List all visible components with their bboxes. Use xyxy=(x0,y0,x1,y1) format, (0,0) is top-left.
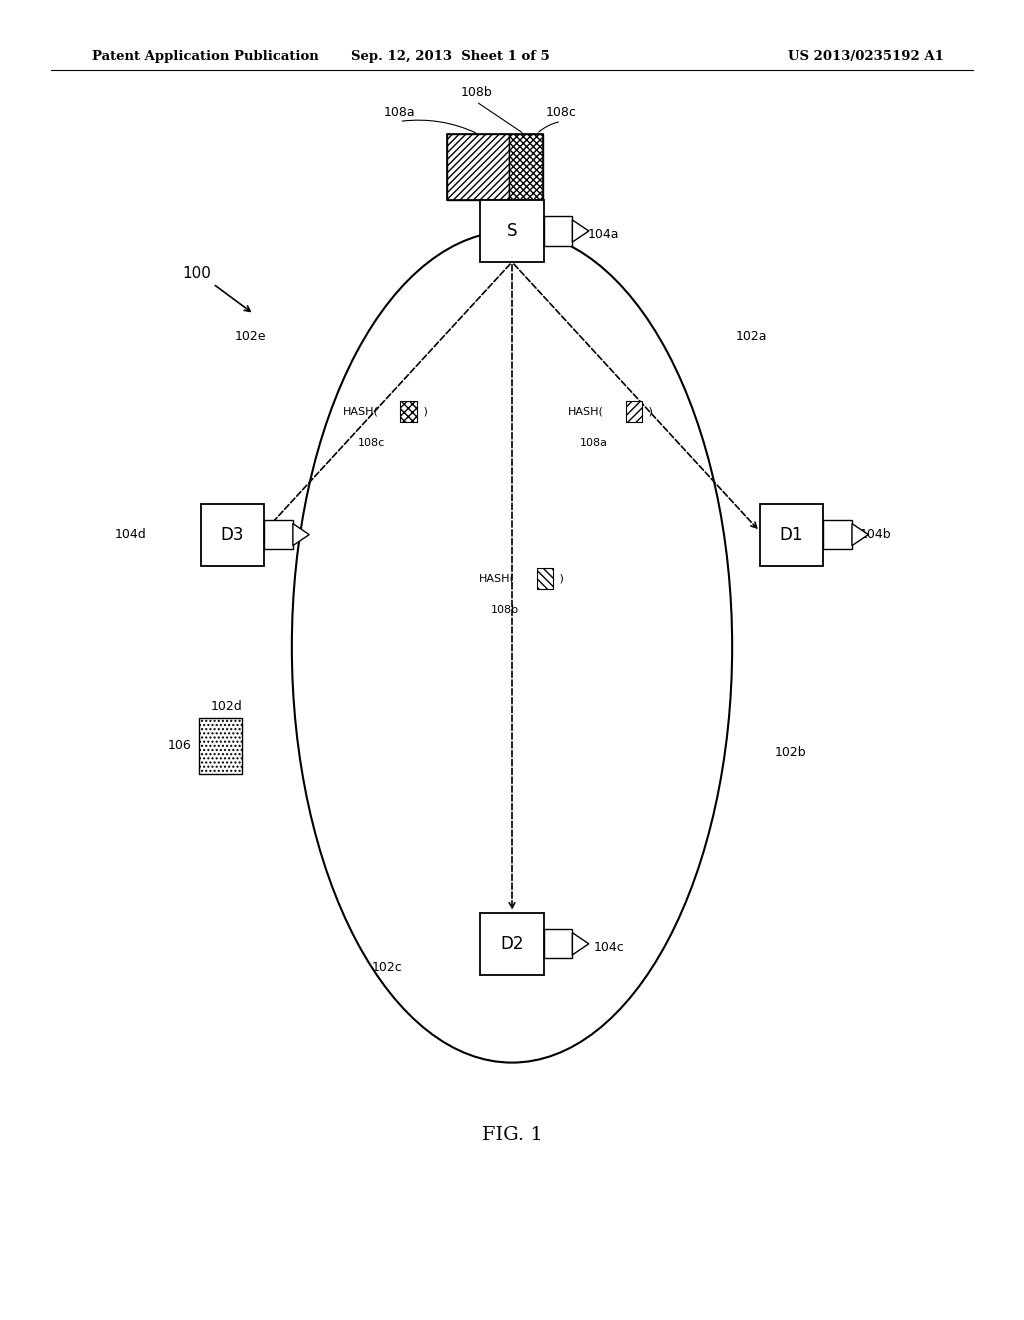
Text: 108b: 108b xyxy=(490,605,519,615)
Text: Sep. 12, 2013  Sheet 1 of 5: Sep. 12, 2013 Sheet 1 of 5 xyxy=(351,50,550,63)
Text: ): ) xyxy=(556,573,564,583)
Text: 108a: 108a xyxy=(384,106,415,119)
Bar xyxy=(199,718,242,774)
Text: 104a: 104a xyxy=(588,228,620,242)
Bar xyxy=(544,929,572,958)
Text: HASH(: HASH( xyxy=(568,407,604,417)
Text: Patent Application Publication: Patent Application Publication xyxy=(92,50,318,63)
Bar xyxy=(537,568,553,589)
Text: US 2013/0235192 A1: US 2013/0235192 A1 xyxy=(788,50,944,63)
Text: ): ) xyxy=(645,407,653,417)
Bar xyxy=(823,520,852,549)
Text: ): ) xyxy=(420,407,428,417)
Bar xyxy=(544,216,572,246)
Text: 102e: 102e xyxy=(234,330,266,343)
Bar xyxy=(447,135,509,199)
Text: 106: 106 xyxy=(168,739,191,752)
Text: D3: D3 xyxy=(221,525,244,544)
Text: 108c: 108c xyxy=(358,438,385,449)
Bar xyxy=(626,401,642,422)
Polygon shape xyxy=(572,933,589,954)
Text: D2: D2 xyxy=(501,935,523,953)
Text: 104c: 104c xyxy=(594,941,625,954)
FancyBboxPatch shape xyxy=(201,503,264,565)
Text: 108b: 108b xyxy=(460,86,493,99)
Text: HASH(: HASH( xyxy=(343,407,379,417)
Text: 108a: 108a xyxy=(580,438,608,449)
Text: D1: D1 xyxy=(780,525,803,544)
Bar xyxy=(400,401,417,422)
Bar xyxy=(447,135,543,199)
Polygon shape xyxy=(852,524,868,545)
Text: 108c: 108c xyxy=(546,106,577,119)
Bar xyxy=(264,520,293,549)
Text: 102c: 102c xyxy=(372,961,402,974)
Text: 102a: 102a xyxy=(735,330,767,343)
Text: FIG. 1: FIG. 1 xyxy=(481,1126,543,1144)
FancyBboxPatch shape xyxy=(760,503,823,565)
Text: HASH(: HASH( xyxy=(479,573,515,583)
Text: 100: 100 xyxy=(182,265,211,281)
Text: 102b: 102b xyxy=(775,746,807,759)
Bar xyxy=(509,135,543,199)
FancyBboxPatch shape xyxy=(480,913,544,974)
Text: 104b: 104b xyxy=(860,528,892,541)
FancyBboxPatch shape xyxy=(480,199,544,261)
Text: 102d: 102d xyxy=(211,700,243,713)
Polygon shape xyxy=(293,524,309,545)
Polygon shape xyxy=(572,220,589,242)
Text: 104d: 104d xyxy=(115,528,146,541)
Text: S: S xyxy=(507,222,517,240)
